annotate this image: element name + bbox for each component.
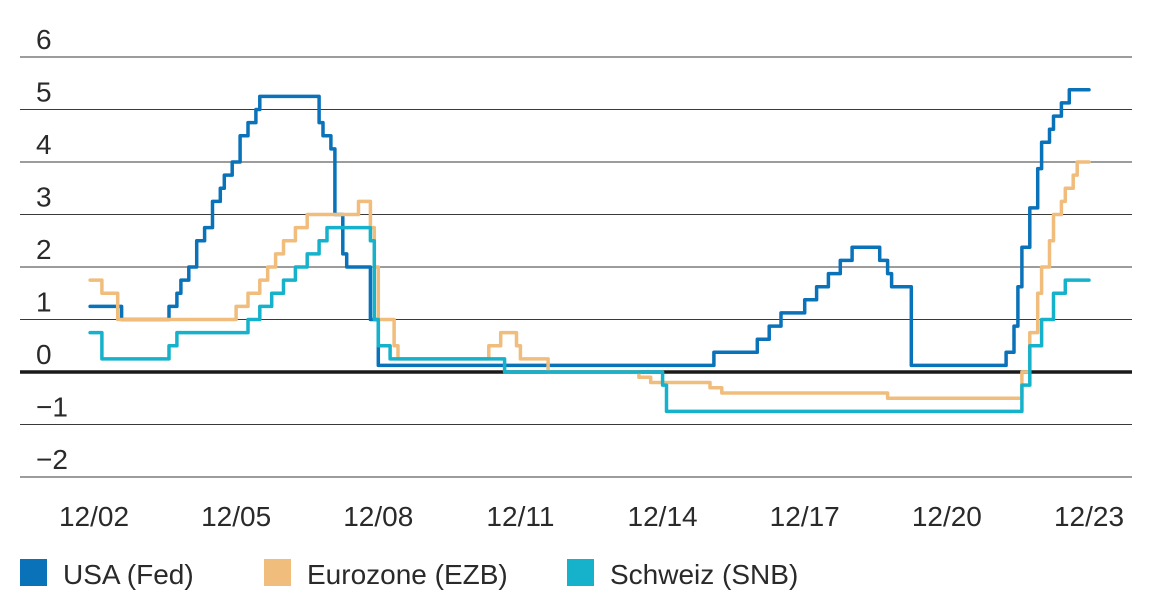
y-tick-label: 1 (36, 287, 52, 318)
legend-label: Schweiz (SNB) (610, 559, 798, 590)
y-tick-label: 6 (36, 24, 52, 55)
x-tick-label: 12/02 (59, 501, 129, 532)
series-lines (88, 88, 1091, 414)
y-tick-label: 2 (36, 234, 52, 265)
series-line-1 (88, 160, 1091, 401)
x-tick-label: 12/11 (486, 501, 554, 532)
y-tick-label: −2 (36, 444, 68, 475)
y-axis-ticks: 6 5 4 3 2 1 0 −1 −2 (36, 24, 68, 475)
legend-label: Eurozone (EZB) (307, 559, 508, 590)
legend-swatch (20, 559, 47, 586)
x-tick-label: 12/20 (912, 501, 982, 532)
x-tick-label: 12/05 (201, 501, 271, 532)
x-tick-label: 12/14 (628, 501, 698, 532)
y-tick-label: −1 (36, 392, 68, 423)
gridlines (20, 56, 1132, 478)
x-axis-ticks: 12/02 12/05 12/08 12/11 12/14 12/17 12/20 12/23 (59, 501, 1124, 532)
y-tick-label: 0 (36, 339, 52, 370)
x-tick-label: 12/23 (1054, 501, 1124, 532)
y-tick-label: 5 (36, 77, 52, 108)
x-tick-label: 12/17 (770, 501, 840, 532)
legend: USA (Fed) Eurozone (EZB) Schweiz (SNB) (20, 559, 798, 590)
series-line-2 (88, 225, 1091, 414)
x-tick-label: 12/08 (343, 501, 413, 532)
legend-label: USA (Fed) (63, 559, 194, 590)
y-tick-label: 4 (36, 129, 52, 160)
y-tick-label: 3 (36, 182, 52, 213)
legend-swatch (567, 559, 594, 586)
legend-swatch (264, 559, 291, 586)
series-line-0 (88, 88, 1091, 368)
